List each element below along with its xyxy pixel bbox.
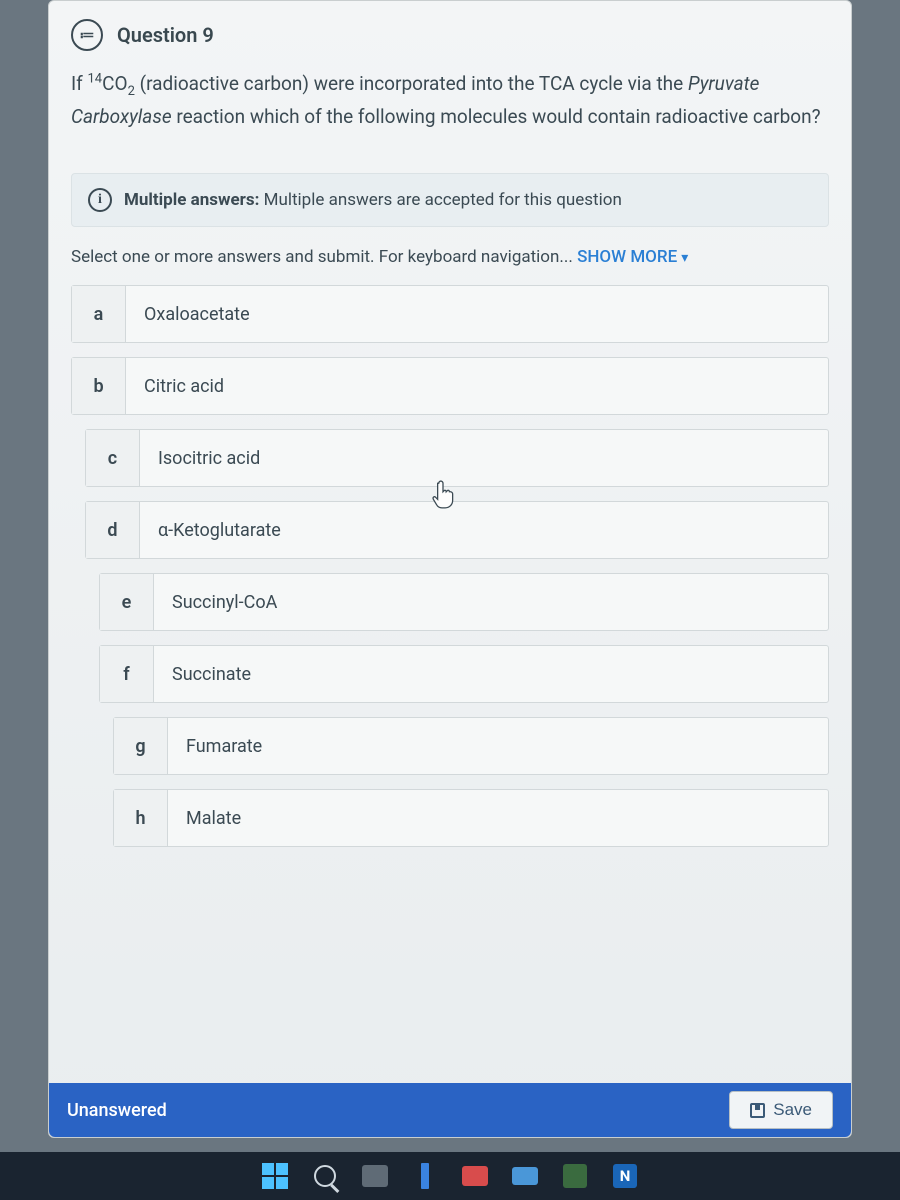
option-letter: g [114,718,168,774]
camera-app-icon[interactable] [510,1161,540,1191]
save-icon [750,1103,765,1118]
answer-option-d[interactable]: dα-Ketoglutarate [85,501,829,559]
instructions-row: Select one or more answers and submit. F… [71,247,829,267]
option-text: Isocitric acid [140,430,828,486]
option-letter: h [114,790,168,846]
option-text: Succinate [154,646,828,702]
option-text: Citric acid [126,358,828,414]
answer-option-e[interactable]: eSuccinyl-CoA [99,573,829,631]
option-letter: c [86,430,140,486]
question-header: ≔ Question 9 [71,19,829,51]
options-list: aOxaloacetatebCitric acidcIsocitric acid… [71,285,829,847]
option-text: Malate [168,790,828,846]
save-label: Save [773,1100,812,1120]
pinned-app-icon[interactable] [460,1161,490,1191]
question-card: ≔ Question 9 If 14CO2 (radioactive carbo… [48,0,852,1138]
question-stem: If 14CO2 (radioactive carbon) were incor… [71,69,829,131]
option-letter: d [86,502,140,558]
banner-label: Multiple answers: [124,190,259,210]
option-text: α-Ketoglutarate [140,502,828,558]
question-list-icon[interactable]: ≔ [71,19,103,51]
search-icon[interactable] [310,1161,340,1191]
banner-text: Multiple answers: Multiple answers are a… [124,190,622,210]
taskview-icon[interactable] [360,1161,390,1191]
answer-option-c[interactable]: cIsocitric acid [85,429,829,487]
answer-option-g[interactable]: gFumarate [113,717,829,775]
isotope-base: CO [102,72,127,95]
save-button[interactable]: Save [729,1091,833,1129]
option-letter: f [100,646,154,702]
question-number: Question 9 [117,23,214,47]
stem-text: If [71,72,88,95]
info-icon: i [88,188,112,212]
option-letter: e [100,574,154,630]
stem-text: (radioactive carbon) were incorporated i… [135,72,688,95]
option-text: Oxaloacetate [126,286,828,342]
stem-text: reaction which of the following molecule… [172,105,821,128]
windows-taskbar[interactable]: N [0,1152,900,1200]
show-more-link[interactable]: SHOW MORE [577,247,688,267]
option-letter: a [72,286,126,342]
isotope-superscript: 14 [88,72,103,87]
multiple-answers-banner: i Multiple answers: Multiple answers are… [71,173,829,227]
option-text: Fumarate [168,718,828,774]
answer-option-b[interactable]: bCitric acid [71,357,829,415]
option-letter: b [72,358,126,414]
answer-option-a[interactable]: aOxaloacetate [71,285,829,343]
start-icon[interactable] [260,1161,290,1191]
pinned-app-icon[interactable] [560,1161,590,1191]
banner-detail: Multiple answers are accepted for this q… [259,190,621,210]
instructions-text: Select one or more answers and submit. F… [71,247,577,267]
answer-option-f[interactable]: fSuccinate [99,645,829,703]
status-bar: Unanswered Save [49,1083,851,1137]
pinned-app-icon[interactable] [410,1161,440,1191]
answer-status: Unanswered [67,1100,167,1121]
option-text: Succinyl-CoA [154,574,828,630]
answer-option-h[interactable]: hMalate [113,789,829,847]
isotope-subscript: 2 [128,84,135,99]
onenote-icon[interactable]: N [610,1161,640,1191]
